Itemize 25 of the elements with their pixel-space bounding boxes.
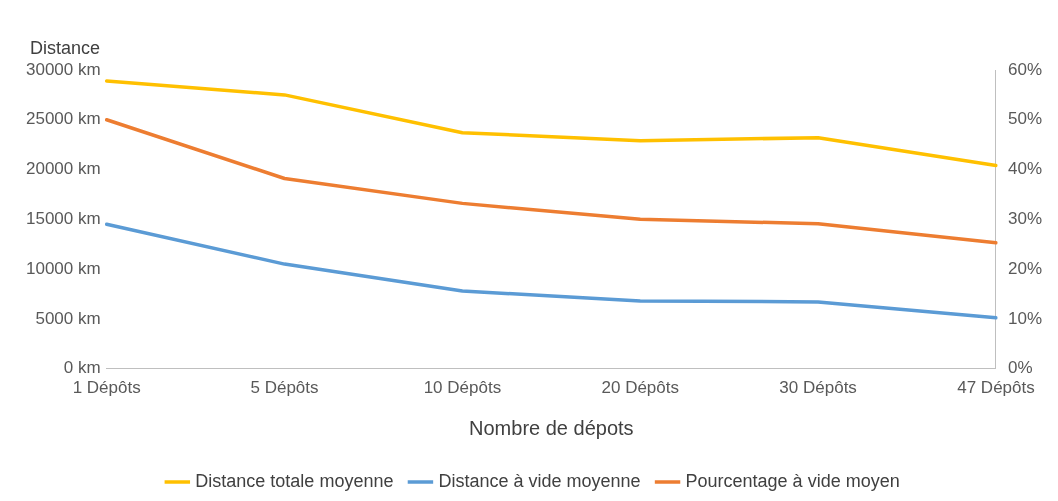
x-tick-label: 30 Dépôts: [779, 378, 857, 398]
y-tick-label: 25000 km: [25, 109, 101, 129]
x-tick-label: 20 Dépôts: [601, 378, 679, 398]
x-tick-label: 1 Dépôts: [72, 378, 141, 398]
y-tick-label: 20000 km: [25, 159, 101, 179]
x-axis-title: Nombre de dépots: [469, 416, 634, 439]
y-tick-label: 5000 km: [35, 308, 101, 328]
y-tick-label: 30000 km: [25, 59, 101, 79]
legend-label: Pourcentage à vide moyen: [685, 470, 900, 491]
y2-tick-label: 40%: [1007, 159, 1043, 179]
x-tick-label: 47 Dépôts: [957, 378, 1035, 398]
legend-label: Distance à vide moyenne: [438, 470, 641, 491]
y2-tick-label: 60%: [1007, 59, 1043, 79]
y2-tick-label: 20%: [1007, 258, 1043, 278]
y2-tick-label: 50%: [1007, 109, 1043, 129]
y-axis-title: Distance: [30, 37, 101, 58]
legend-label: Distance totale moyenne: [195, 470, 394, 491]
y2-tick-label: 0%: [1007, 358, 1033, 378]
y2-tick-label: 10%: [1007, 308, 1043, 328]
y2-tick-label: 30%: [1007, 208, 1043, 228]
y-tick-label: 10000 km: [25, 258, 101, 278]
x-tick-label: 5 Dépôts: [250, 378, 319, 398]
y-tick-label: 0 km: [63, 358, 101, 378]
x-tick-label: 10 Dépôts: [423, 378, 502, 398]
y-tick-label: 15000 km: [25, 208, 101, 228]
